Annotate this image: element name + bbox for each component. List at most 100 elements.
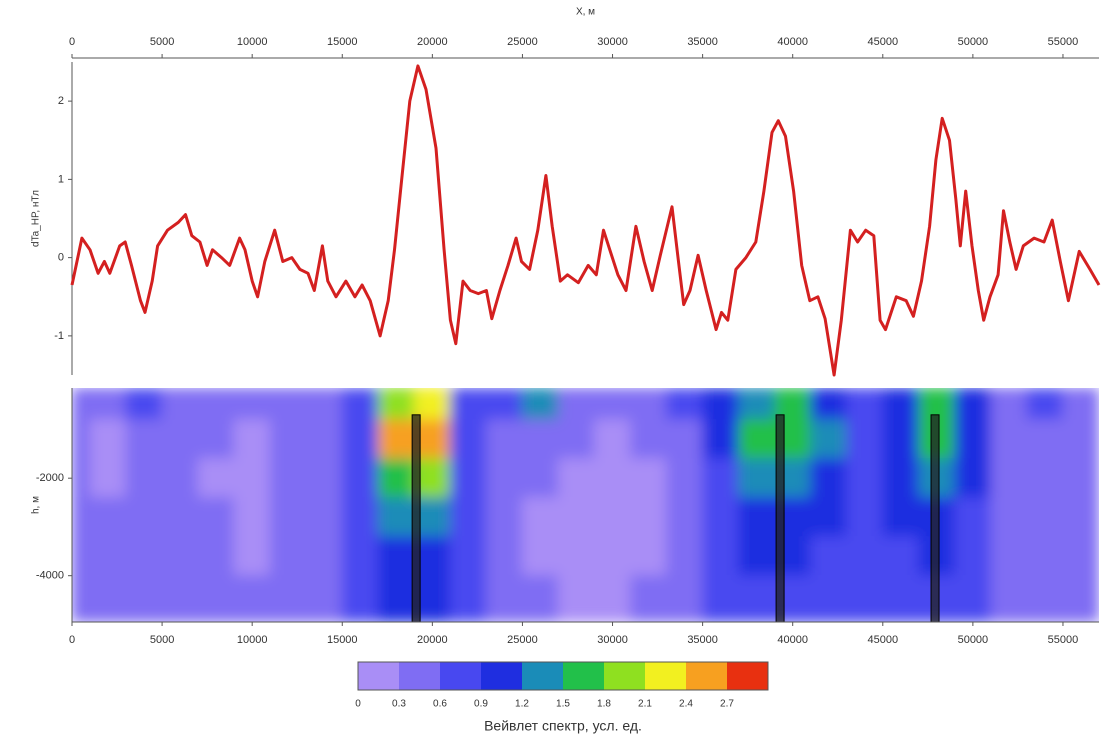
contour-cell [990,497,1028,538]
contour-cell [197,458,235,499]
contour-cell [305,497,343,538]
contour-cell [594,575,632,622]
x-tick-label: 20000 [417,634,448,646]
colorbar-band [440,662,481,690]
contour-cell [557,536,596,577]
contour-cell [233,497,271,538]
x-tick-label: 5000 [150,634,174,646]
contour-cell [72,536,91,577]
contour-cell [990,388,1028,421]
contour-cell [125,419,163,460]
contour-cell [89,419,127,460]
contour-cell [341,536,379,577]
colorbar-band [563,662,604,690]
contour-cell [882,388,920,421]
contour-cell [846,497,884,538]
contour-cell [89,388,127,421]
contour-cell [341,419,379,460]
contour-cell [269,388,307,421]
contour-cell [666,419,704,460]
contour-cell [557,458,596,499]
contour-cell [810,575,848,622]
contour-cell [738,419,776,460]
contour-cell [810,536,848,577]
x-tick-label: 20000 [417,36,448,48]
contour-cell [485,458,523,499]
contour-cell [521,458,559,499]
contour-cell [666,497,704,538]
colorbar-tick-label: 0.9 [474,699,488,710]
wavelet-field [72,388,1099,622]
contour-cell [954,575,992,622]
contour-cell [521,497,559,538]
contour-cell [594,388,632,421]
contour-cell [882,575,920,622]
contour-cell [161,536,199,577]
contour-cell [89,536,127,577]
contour-cell [1026,388,1064,421]
contour-cell [882,458,920,499]
contour-cell [341,458,379,499]
contour-cell [72,497,91,538]
contour-cell [666,458,704,499]
contour-cell [485,497,523,538]
contour-cell [738,458,776,499]
contour-cell [521,575,559,622]
contour-cell [269,497,307,538]
x-tick-label: 25000 [507,36,538,48]
contour-cell [1026,458,1064,499]
contour-cell [269,458,307,499]
contour-cell [305,458,343,499]
contour-cell [954,388,992,421]
y-tick-label: -2000 [36,472,64,484]
contour-cell [161,575,199,622]
colorbar-tick-label: 0 [355,699,361,710]
contour-cell [161,419,199,460]
contour-cell [990,575,1028,622]
contour-cell [233,575,271,622]
contour-cell [341,497,379,538]
contour-cell [72,458,91,499]
contour-cell [882,419,920,460]
x-tick-label: 50000 [958,634,989,646]
contour-cell [810,388,848,421]
contour-cell [557,575,596,622]
contour-cell [738,575,776,622]
contour-cell [485,575,523,622]
contour-cell [1026,575,1064,622]
contour-cell [1062,388,1099,421]
x-tick-label: 35000 [687,36,718,48]
contour-cell [810,497,848,538]
contour-cell [197,575,235,622]
x-tick-label: 55000 [1048,634,1079,646]
contour-cell [846,536,884,577]
contour-cells [72,388,1099,622]
contour-cell [341,575,379,622]
colorbar-tick-label: 2.7 [720,699,734,710]
contour-cell [557,497,596,538]
x-tick-label: 50000 [958,36,989,48]
contour-cell [485,536,523,577]
contour-cell [449,575,487,622]
contour-cell [377,458,415,499]
contour-cell [738,388,776,421]
contour-cell [449,419,487,460]
x-tick-label: 0 [69,634,75,646]
contour-cell [125,575,163,622]
contour-cell [630,458,668,499]
x-tick-label: 45000 [867,634,898,646]
colorbar-band [645,662,686,690]
x-tick-label: 15000 [327,634,358,646]
colorbar-band [481,662,522,690]
colorbar-tick-label: 0.6 [433,699,447,710]
colorbar-band [727,662,768,690]
contour-cell [72,419,91,460]
source-marker [930,414,940,623]
contour-cell [846,419,884,460]
contour-cell [630,419,668,460]
contour-cell [521,388,559,421]
colorbar-tick-label: 1.5 [556,699,570,710]
contour-cell [882,536,920,577]
contour-cell [882,497,920,538]
colorbar-band [358,662,399,690]
